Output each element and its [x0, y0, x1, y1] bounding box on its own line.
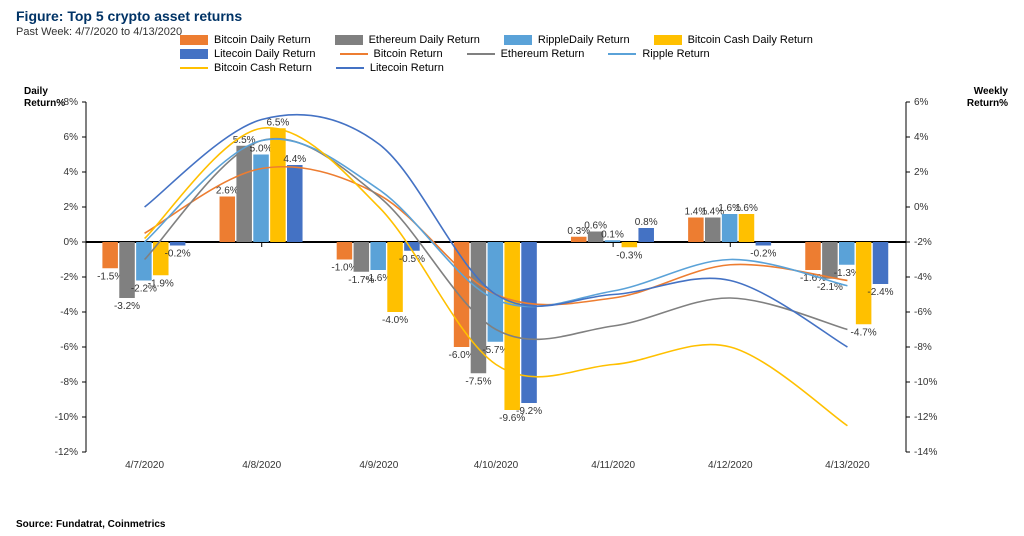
bar [370, 242, 386, 270]
svg-text:-3.2%: -3.2% [114, 301, 140, 312]
svg-text:-8%: -8% [60, 377, 78, 388]
legend-item: Bitcoin Cash Daily Return [654, 34, 813, 46]
legend-item: Litecoin Return [336, 62, 444, 74]
legend-item: Bitcoin Daily Return [180, 34, 311, 46]
bar [839, 242, 855, 265]
svg-text:-12%: -12% [914, 412, 937, 423]
bar [270, 128, 286, 242]
svg-text:0%: 0% [914, 202, 929, 213]
svg-text:4/10/2020: 4/10/2020 [474, 460, 519, 471]
svg-text:6%: 6% [914, 97, 929, 108]
svg-text:-14%: -14% [914, 447, 937, 458]
svg-text:-10%: -10% [914, 377, 937, 388]
svg-text:2.6%: 2.6% [216, 186, 239, 197]
svg-text:2%: 2% [64, 202, 79, 213]
svg-text:8%: 8% [64, 97, 79, 108]
svg-text:4%: 4% [914, 132, 929, 143]
bar [136, 242, 152, 281]
bar [873, 242, 889, 284]
svg-text:4/7/2020: 4/7/2020 [125, 460, 164, 471]
svg-text:-0.3%: -0.3% [616, 250, 642, 261]
legend-item: Ripple Return [608, 48, 709, 60]
svg-text:-12%: -12% [55, 447, 78, 458]
bar [354, 242, 370, 272]
bar [504, 242, 520, 410]
svg-text:-4%: -4% [914, 272, 932, 283]
svg-text:2%: 2% [914, 167, 929, 178]
chart-legend: Bitcoin Daily Return Ethereum Daily Retur… [180, 34, 837, 76]
svg-text:4.4%: 4.4% [283, 154, 306, 165]
bar [605, 240, 621, 242]
svg-text:-0.5%: -0.5% [399, 254, 425, 265]
returns-chart: -12% -10% -8% -6% -4% -2% 0% 2% 4% 6% 8% -14% -12% -1… [16, 92, 976, 492]
bar [622, 242, 638, 247]
chart-title: Figure: Top 5 crypto asset returns [16, 8, 1008, 24]
bar [705, 218, 721, 243]
svg-text:-0.2%: -0.2% [750, 249, 776, 260]
bar [722, 214, 738, 242]
svg-text:4/13/2020: 4/13/2020 [825, 460, 870, 471]
svg-text:0.1%: 0.1% [601, 229, 624, 240]
svg-text:-9.2%: -9.2% [516, 406, 542, 417]
svg-text:1.6%: 1.6% [735, 203, 758, 214]
legend-item: Ethereum Daily Return [335, 34, 480, 46]
svg-text:-8%: -8% [914, 342, 932, 353]
svg-text:0.8%: 0.8% [635, 217, 658, 228]
bar [638, 228, 654, 242]
svg-text:-4.0%: -4.0% [382, 315, 408, 326]
svg-text:-0.2%: -0.2% [165, 249, 191, 260]
bar [521, 242, 537, 403]
svg-text:4/11/2020: 4/11/2020 [591, 460, 635, 471]
svg-text:4/9/2020: 4/9/2020 [359, 460, 398, 471]
svg-text:-6%: -6% [60, 342, 78, 353]
bar [856, 242, 872, 324]
bar [220, 197, 236, 243]
legend-item: Bitcoin Return [340, 48, 443, 60]
bar [170, 242, 186, 246]
legend-item: Bitcoin Cash Return [180, 62, 312, 74]
chart-source: Source: Fundatrat, Coinmetrics [16, 519, 165, 530]
bar [387, 242, 403, 312]
legend-item: RippleDaily Return [504, 34, 630, 46]
svg-text:6%: 6% [64, 132, 79, 143]
svg-text:-4.7%: -4.7% [851, 327, 877, 338]
legend-item: Litecoin Daily Return [180, 48, 316, 60]
svg-text:-2%: -2% [60, 272, 78, 283]
svg-text:4/12/2020: 4/12/2020 [708, 460, 753, 471]
svg-text:-1.9%: -1.9% [148, 278, 174, 289]
legend-item: Ethereum Return [467, 48, 585, 60]
bar [102, 242, 118, 268]
svg-text:4/8/2020: 4/8/2020 [242, 460, 281, 471]
bar [287, 165, 303, 242]
svg-text:-2.4%: -2.4% [867, 287, 893, 298]
bar [805, 242, 821, 270]
svg-text:5.0%: 5.0% [250, 144, 273, 155]
bar [739, 214, 755, 242]
bar [756, 242, 772, 246]
svg-text:-2%: -2% [914, 237, 932, 248]
bar [688, 218, 704, 243]
bar [571, 237, 587, 242]
svg-text:4%: 4% [64, 167, 79, 178]
svg-text:0%: 0% [64, 237, 79, 248]
svg-text:-6%: -6% [914, 307, 932, 318]
bar [236, 146, 252, 242]
svg-text:-7.5%: -7.5% [465, 376, 491, 387]
svg-text:-10%: -10% [55, 412, 78, 423]
svg-text:-4%: -4% [60, 307, 78, 318]
bar [337, 242, 353, 260]
svg-text:6.5%: 6.5% [267, 117, 290, 128]
